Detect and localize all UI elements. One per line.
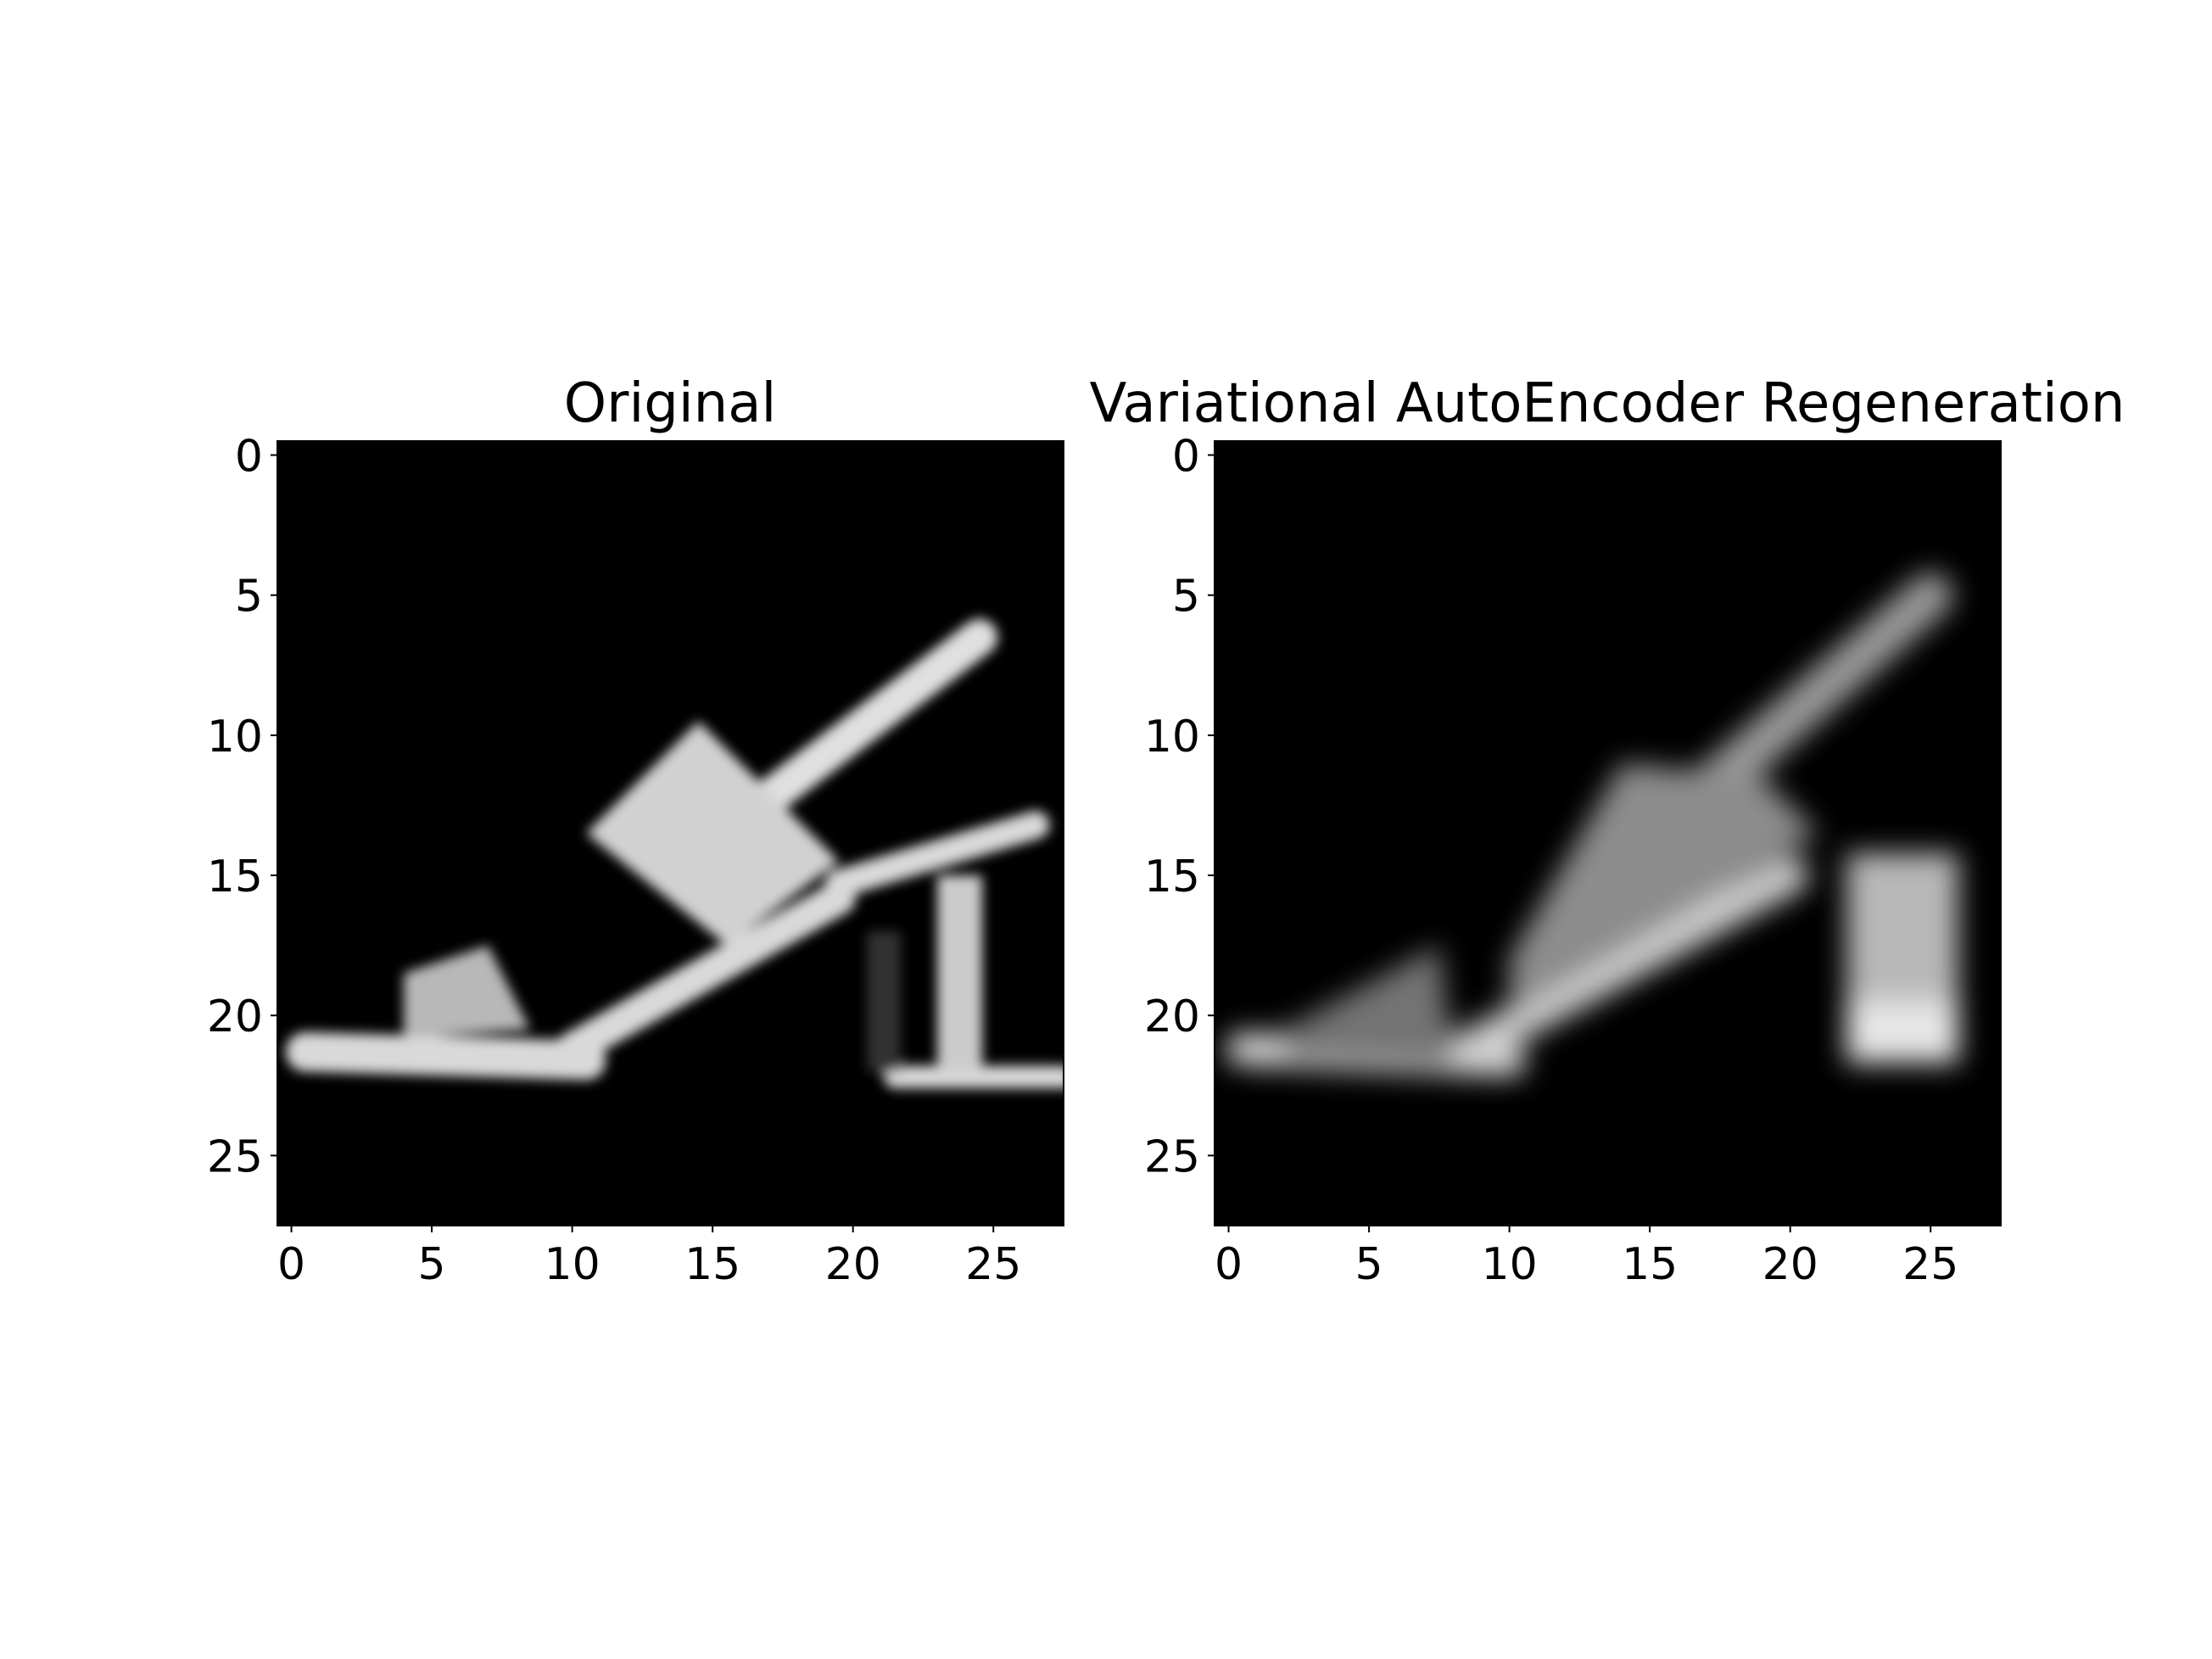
y-tick-label: 5 bbox=[235, 572, 263, 623]
panel-title: Variational AutoEncoder Regeneration bbox=[1090, 372, 2125, 435]
x-tick-label: 25 bbox=[1902, 1239, 1958, 1290]
y-axis-ticks: 0 5 10 15 20 25 bbox=[1144, 432, 1215, 1182]
x-tick-label: 10 bbox=[1482, 1239, 1538, 1290]
y-tick-label: 0 bbox=[235, 432, 263, 483]
image-stroke bbox=[1683, 573, 1953, 814]
x-tick-label: 20 bbox=[825, 1239, 881, 1290]
image-content bbox=[1226, 573, 1959, 1077]
image-region bbox=[1284, 945, 1454, 1066]
y-tick-label: 25 bbox=[207, 1131, 263, 1182]
image-stroke bbox=[1434, 857, 1809, 1076]
axes-frame bbox=[276, 440, 1064, 1226]
x-tick-label: 25 bbox=[965, 1239, 1021, 1290]
y-tick-label: 5 bbox=[1172, 572, 1200, 623]
x-axis-ticks: 0 5 10 15 20 25 bbox=[1215, 1226, 1958, 1290]
y-tick-label: 20 bbox=[1144, 991, 1200, 1042]
x-tick-label: 5 bbox=[418, 1239, 446, 1290]
panel-original: Original 0 5 10 15 20 25 0 5 10 15 20 25 bbox=[207, 372, 1064, 1290]
x-tick-label: 5 bbox=[1355, 1239, 1383, 1290]
x-tick-label: 15 bbox=[684, 1239, 740, 1290]
axes-frame bbox=[1214, 440, 2002, 1226]
image-region bbox=[867, 931, 901, 1072]
x-tick-label: 0 bbox=[277, 1239, 305, 1290]
image-region bbox=[1509, 762, 1818, 1016]
image-region bbox=[586, 721, 840, 946]
y-tick-label: 25 bbox=[1144, 1131, 1200, 1182]
y-tick-label: 10 bbox=[207, 712, 263, 762]
y-tick-label: 10 bbox=[1144, 712, 1200, 762]
panel-vae-regeneration: Variational AutoEncoder Regeneration 0 5 1… bbox=[1090, 372, 2125, 1290]
x-tick-label: 20 bbox=[1762, 1239, 1818, 1290]
image-region bbox=[1846, 1001, 1959, 1064]
image-region bbox=[937, 875, 982, 1072]
y-tick-label: 20 bbox=[207, 991, 263, 1042]
x-tick-label: 10 bbox=[545, 1239, 600, 1290]
x-tick-label: 0 bbox=[1215, 1239, 1243, 1290]
y-tick-label: 15 bbox=[207, 852, 263, 902]
x-tick-label: 15 bbox=[1622, 1239, 1678, 1290]
panel-title: Original bbox=[564, 372, 776, 435]
image-stroke bbox=[722, 618, 998, 838]
image-stroke bbox=[824, 811, 1050, 898]
image-stroke bbox=[285, 1032, 606, 1081]
y-tick-label: 0 bbox=[1172, 432, 1200, 483]
x-axis-ticks: 0 5 10 15 20 25 bbox=[277, 1226, 1021, 1290]
y-axis-ticks: 0 5 10 15 20 25 bbox=[207, 432, 277, 1182]
image-region bbox=[403, 945, 530, 1038]
y-tick-label: 15 bbox=[1144, 852, 1200, 902]
image-stroke bbox=[555, 880, 857, 1066]
image-content bbox=[285, 618, 1064, 1089]
